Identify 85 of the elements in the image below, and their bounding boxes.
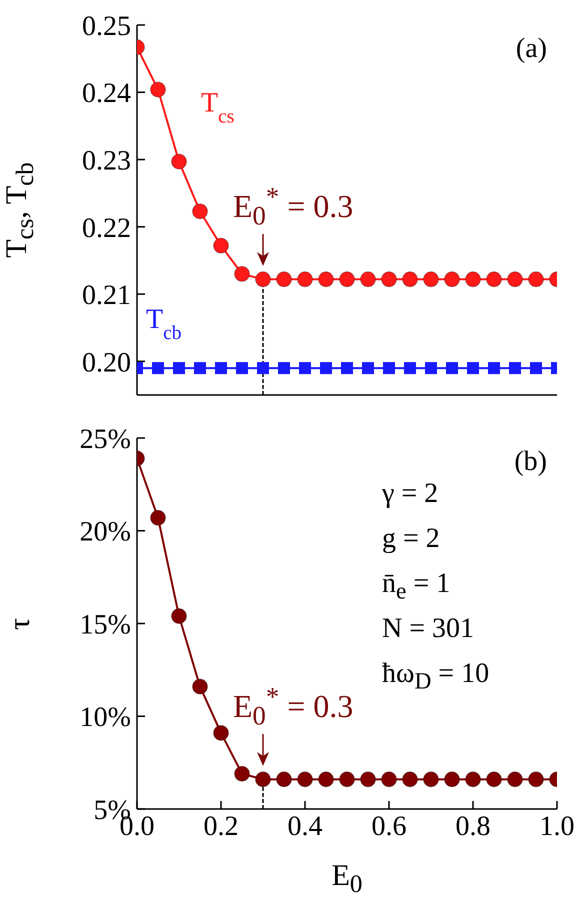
point: [423, 271, 439, 288]
annotation: E$_{0}$$^{*}$ = 0.3: [233, 681, 354, 730]
point: [255, 271, 271, 288]
y-tick-label: 20%: [80, 516, 131, 548]
x-tick-label: 0.6: [372, 810, 406, 842]
point: [276, 771, 292, 788]
x-axis-title: E$_{0}$: [332, 859, 362, 898]
point: [192, 203, 208, 220]
annotation: γ = 2: [382, 478, 438, 509]
point: [360, 271, 376, 288]
point: [530, 362, 542, 374]
point: [234, 766, 250, 782]
point: [507, 271, 523, 288]
x-tick-label: 0.8: [456, 810, 490, 842]
point: [297, 771, 313, 788]
annotation: (b): [514, 446, 547, 477]
point: [152, 362, 164, 374]
point: [425, 362, 437, 374]
point: [213, 238, 229, 254]
y-axis-title: τ: [3, 617, 36, 630]
y-tick-label: 0.23: [82, 145, 131, 176]
annotation: n̄$_{e}$ = 1: [382, 568, 450, 605]
y-tick-label: 25%: [80, 424, 131, 455]
point: [339, 271, 355, 288]
point: [278, 362, 290, 374]
point: [467, 362, 479, 374]
point: [486, 271, 502, 288]
point: [320, 362, 332, 374]
point: [297, 271, 313, 288]
x-tick-label: 0.2: [204, 810, 238, 842]
point: [383, 362, 395, 374]
point: [528, 271, 544, 288]
x-tick-label: 0.4: [288, 810, 322, 842]
series-label: T$_{cb}$: [146, 304, 182, 344]
annotation: E$_{0}$$^{*}$ = 0.3: [233, 181, 354, 230]
point: [404, 362, 416, 374]
point: [444, 271, 460, 288]
point: [150, 510, 166, 526]
point: [362, 362, 374, 374]
y-tick-label: 15%: [80, 609, 131, 640]
annotation: N = 301: [382, 613, 474, 644]
point: [444, 771, 460, 788]
point: [446, 362, 458, 374]
point: [276, 271, 292, 288]
point: [528, 771, 544, 788]
series-label: T$_{cs}$: [201, 88, 234, 128]
point: [465, 771, 481, 788]
point: [192, 678, 208, 694]
point: [255, 771, 271, 788]
point: [381, 271, 397, 288]
point: [423, 771, 439, 788]
point: [318, 771, 334, 788]
point: [150, 82, 166, 98]
point: [194, 362, 206, 374]
point: [402, 771, 418, 788]
point: [507, 771, 523, 788]
y-tick-label: 0.21: [82, 280, 131, 312]
point: [381, 771, 397, 788]
annotation: (a): [516, 33, 547, 64]
point: [341, 362, 353, 374]
y-tick-label: 0.24: [82, 78, 131, 110]
point: [339, 771, 355, 788]
y-tick-label: 0.22: [82, 212, 131, 244]
point: [236, 362, 248, 374]
point: [171, 608, 187, 624]
point: [488, 362, 500, 374]
y-tick-label: 0.25: [82, 10, 131, 42]
point: [402, 271, 418, 288]
point: [257, 362, 269, 374]
x-tick-label: 1.0: [540, 810, 574, 842]
point: [465, 271, 481, 288]
point: [318, 271, 334, 288]
y-tick-label: 0.20: [82, 347, 131, 378]
point: [215, 362, 227, 374]
point: [171, 154, 187, 170]
point: [173, 362, 185, 374]
point: [360, 771, 376, 788]
point: [299, 362, 311, 374]
point: [486, 771, 502, 788]
point: [234, 266, 250, 282]
annotation: g = 2: [382, 523, 440, 554]
annotation: ħω$_{D}$ = 10: [382, 658, 490, 695]
point: [509, 362, 521, 374]
y-tick-label: 10%: [80, 702, 131, 734]
point: [213, 725, 229, 741]
